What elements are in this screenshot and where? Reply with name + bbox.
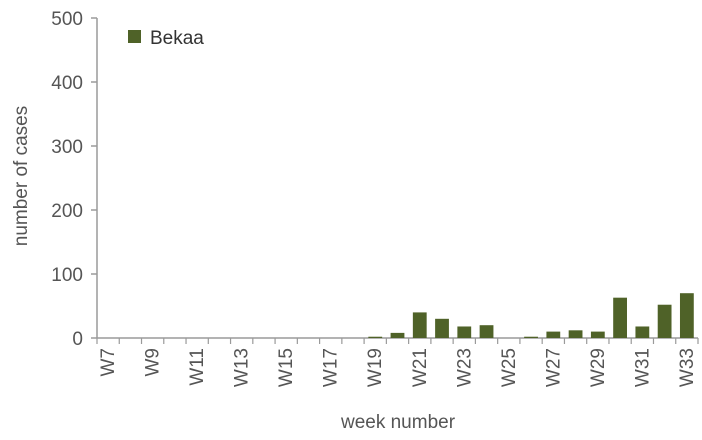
x-tick-label: W25 (499, 348, 520, 387)
bar (568, 330, 583, 338)
x-axis-title: week number (340, 412, 456, 433)
x-tick-label: W13 (232, 348, 253, 387)
x-tick-label: W21 (410, 348, 431, 387)
bar (524, 336, 538, 338)
y-tick-label: 0 (72, 329, 83, 350)
bar (435, 318, 449, 338)
y-tick-label: 100 (51, 265, 83, 286)
y-tick-label: 200 (51, 201, 83, 222)
y-axis-title: number of cases (11, 106, 32, 246)
x-tick-label: W17 (321, 348, 342, 387)
x-tick-label: W29 (588, 348, 609, 387)
x-tick-label: W31 (632, 348, 653, 387)
x-tick-label: W7 (98, 348, 119, 377)
bar (657, 304, 672, 338)
y-tick-label: 400 (51, 73, 83, 94)
bar (613, 297, 627, 338)
bar (390, 332, 405, 338)
x-tick-label: W9 (143, 348, 164, 377)
x-tick-label: W23 (454, 348, 475, 387)
bar (368, 336, 383, 338)
y-tick-label: 300 (51, 137, 83, 158)
x-tick-label: W15 (276, 348, 297, 387)
x-tick-label: W27 (543, 348, 564, 387)
bars (368, 293, 694, 338)
bar (590, 331, 605, 338)
bar (635, 326, 650, 338)
bar (679, 293, 694, 338)
legend: Bekaa (128, 28, 204, 49)
bar (546, 331, 561, 338)
bar (479, 325, 494, 338)
x-tick-label: W19 (365, 348, 386, 387)
bar (412, 312, 427, 338)
bar (457, 326, 472, 338)
x-tick-label: W11 (187, 348, 208, 386)
y-tick-label: 500 (51, 9, 83, 30)
y-axis: 0 100 200 300 400 500 (51, 9, 98, 350)
x-tick-label: W33 (677, 348, 698, 387)
legend-swatch (128, 30, 141, 43)
x-axis: W7 W9 W11 W13 W15 W17 W19 W21 W23 W25 W27 W29 W31 W33 (96, 337, 699, 387)
legend-label: Bekaa (150, 28, 204, 49)
